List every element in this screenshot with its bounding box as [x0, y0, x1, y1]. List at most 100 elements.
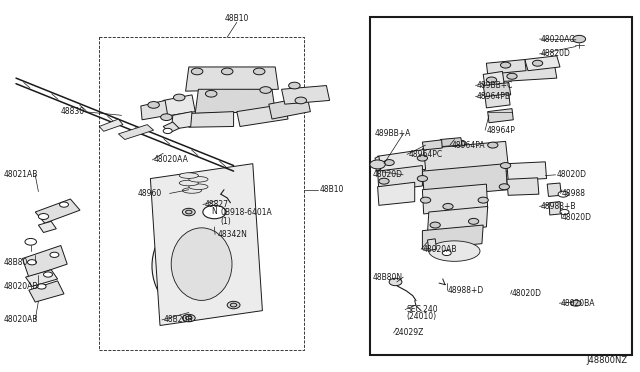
Text: 48020AC: 48020AC — [541, 35, 575, 44]
Circle shape — [161, 114, 172, 121]
Circle shape — [182, 208, 195, 216]
Polygon shape — [195, 89, 275, 113]
Circle shape — [260, 87, 271, 93]
Text: 48964P: 48964P — [486, 126, 515, 135]
Polygon shape — [428, 206, 488, 232]
Text: 489BB+A: 489BB+A — [374, 129, 411, 138]
Circle shape — [420, 197, 431, 203]
Ellipse shape — [179, 180, 198, 186]
Text: 48020AB: 48020AB — [3, 315, 38, 324]
Ellipse shape — [189, 184, 208, 189]
Polygon shape — [440, 138, 462, 147]
Circle shape — [182, 314, 195, 322]
Polygon shape — [493, 60, 557, 82]
Text: 48988+B: 48988+B — [541, 202, 576, 211]
Circle shape — [50, 252, 59, 257]
Circle shape — [28, 260, 36, 265]
Text: 48964PA: 48964PA — [451, 141, 485, 150]
Circle shape — [25, 238, 36, 245]
Text: 24029Z: 24029Z — [395, 328, 424, 337]
Polygon shape — [141, 100, 168, 120]
Polygon shape — [422, 141, 509, 179]
Polygon shape — [38, 221, 56, 232]
Polygon shape — [378, 182, 415, 205]
Text: N: N — [212, 207, 217, 216]
Polygon shape — [483, 71, 504, 87]
Circle shape — [186, 210, 192, 214]
Bar — [370, 17, 632, 355]
Circle shape — [163, 128, 172, 134]
Polygon shape — [547, 183, 561, 196]
Circle shape — [389, 278, 402, 286]
Ellipse shape — [172, 228, 232, 301]
Text: 48B10: 48B10 — [320, 185, 344, 194]
Circle shape — [148, 102, 159, 108]
Text: 48830: 48830 — [61, 107, 85, 116]
Circle shape — [499, 184, 509, 190]
Polygon shape — [189, 112, 234, 127]
Text: 48B20B: 48B20B — [163, 315, 193, 324]
Polygon shape — [35, 199, 80, 223]
Polygon shape — [488, 109, 513, 123]
Polygon shape — [163, 95, 195, 116]
Ellipse shape — [189, 177, 208, 182]
Text: 48988+D: 48988+D — [448, 286, 484, 295]
Polygon shape — [375, 156, 381, 171]
Text: 48342N: 48342N — [218, 230, 248, 239]
Polygon shape — [237, 104, 288, 126]
Polygon shape — [186, 67, 278, 91]
Text: 48020AB: 48020AB — [3, 282, 38, 291]
Circle shape — [295, 97, 307, 104]
Ellipse shape — [179, 173, 198, 178]
Circle shape — [573, 35, 586, 43]
Circle shape — [173, 94, 185, 101]
Polygon shape — [172, 112, 192, 129]
Circle shape — [468, 218, 479, 224]
Circle shape — [478, 197, 488, 203]
Text: 48820D: 48820D — [541, 49, 571, 58]
Polygon shape — [483, 83, 511, 97]
Text: 48020D: 48020D — [512, 289, 542, 298]
Ellipse shape — [182, 187, 202, 193]
Circle shape — [417, 176, 428, 182]
Polygon shape — [549, 202, 561, 215]
Polygon shape — [29, 281, 64, 302]
Circle shape — [532, 60, 543, 66]
Polygon shape — [99, 119, 123, 131]
Text: 48020AB: 48020AB — [422, 245, 457, 254]
Circle shape — [230, 303, 237, 307]
Text: 48988: 48988 — [562, 189, 586, 198]
Polygon shape — [428, 239, 436, 250]
Circle shape — [38, 214, 49, 219]
Polygon shape — [150, 164, 262, 326]
Polygon shape — [163, 122, 179, 133]
Circle shape — [500, 163, 511, 169]
Polygon shape — [485, 94, 510, 108]
Circle shape — [227, 301, 240, 309]
Polygon shape — [486, 60, 526, 74]
Circle shape — [442, 250, 451, 256]
Ellipse shape — [429, 241, 480, 261]
Circle shape — [60, 202, 68, 207]
Polygon shape — [378, 150, 426, 176]
Polygon shape — [507, 162, 547, 180]
Circle shape — [417, 155, 428, 161]
Circle shape — [443, 203, 453, 209]
Circle shape — [430, 222, 440, 228]
Text: 0B918-6401A: 0B918-6401A — [221, 208, 273, 217]
Circle shape — [424, 142, 434, 148]
Polygon shape — [378, 166, 422, 191]
Circle shape — [203, 205, 226, 219]
Polygon shape — [282, 86, 330, 104]
Circle shape — [289, 82, 300, 89]
Circle shape — [500, 62, 511, 68]
Text: 48827: 48827 — [205, 200, 229, 209]
Text: 489BB+C: 489BB+C — [477, 81, 513, 90]
Text: 48020AA: 48020AA — [154, 155, 188, 164]
Polygon shape — [422, 140, 442, 150]
Ellipse shape — [152, 214, 252, 318]
Polygon shape — [422, 225, 483, 249]
Circle shape — [384, 160, 394, 166]
Polygon shape — [525, 56, 560, 71]
Text: SEC.240: SEC.240 — [406, 305, 438, 314]
